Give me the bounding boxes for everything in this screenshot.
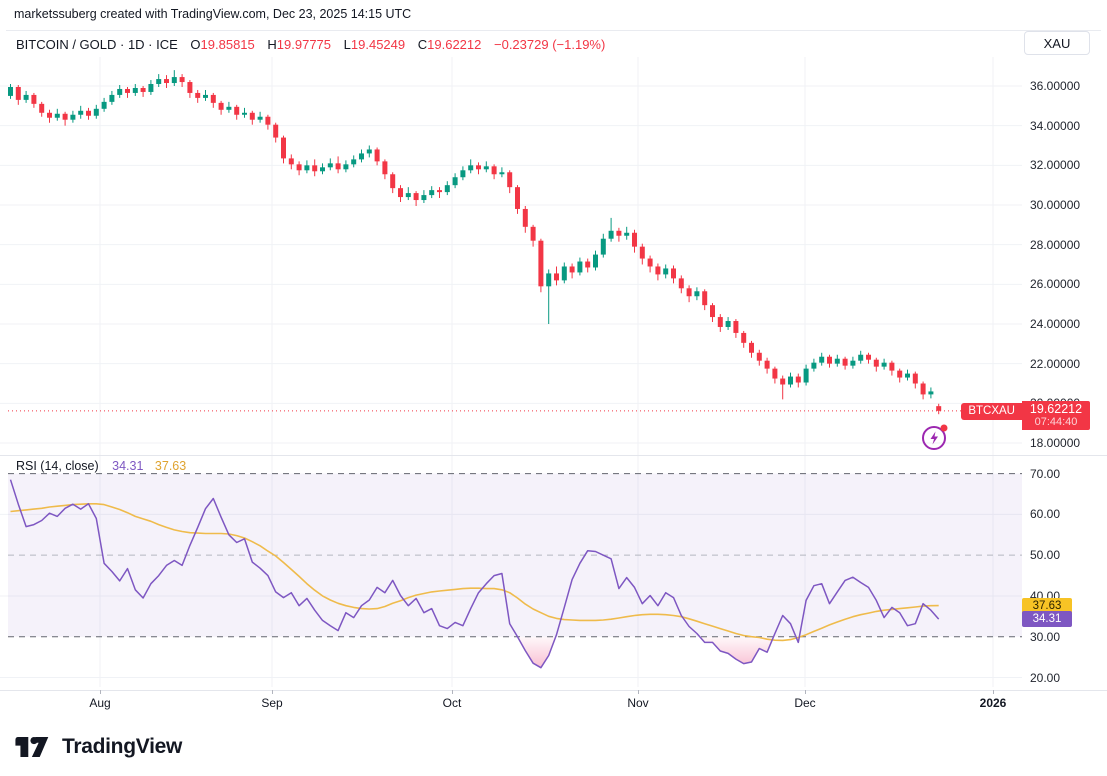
- time-label: Aug: [89, 696, 111, 710]
- rsi-line: [9, 479, 940, 669]
- attribution-text: marketssuberg created with TradingView.c…: [14, 7, 412, 21]
- time-label: Nov: [627, 696, 649, 710]
- price-tick: 22.00000: [1030, 356, 1081, 371]
- symbol-header[interactable]: BITCOIN / GOLD · 1D · ICE O19.85815 H19.…: [16, 37, 605, 52]
- price-axis-unit-badge[interactable]: XAU: [1024, 31, 1090, 55]
- rsi-title: RSI (14, close): [16, 459, 99, 473]
- time-axis-tick: [272, 690, 273, 694]
- notification-dot: [940, 424, 948, 432]
- price-tick: 28.00000: [1030, 237, 1081, 252]
- price-tick: 34.00000: [1030, 118, 1081, 133]
- time-axis-tick: [993, 690, 994, 694]
- last-price-value: 19.62212: [1029, 401, 1083, 416]
- time-axis-tick: [100, 690, 101, 694]
- rsi-current-value: 34.31: [112, 459, 144, 473]
- rsi-tick: 70.00: [1030, 466, 1061, 481]
- time-label: Sep: [261, 696, 283, 710]
- rsi-tick: 60.00: [1030, 507, 1061, 522]
- bar-countdown: 07:44:40: [1034, 415, 1078, 428]
- time-label: 2026: [979, 696, 1007, 710]
- flash-circle: [922, 426, 946, 450]
- lightning-bolt: [930, 431, 938, 445]
- rsi-tick: 50.00: [1030, 548, 1061, 563]
- ohlc-open: O19.85815: [190, 37, 255, 52]
- time-label: Oct: [442, 696, 462, 710]
- rsi-ma-axis-label: 37.63: [1022, 597, 1072, 614]
- price-tick: 36.00000: [1030, 79, 1081, 93]
- time-axis-tick: [638, 690, 639, 694]
- tradingview-logo-mark: [15, 737, 49, 757]
- symbol-title: BITCOIN / GOLD · 1D · ICE: [16, 37, 178, 52]
- price-tick: 24.00000: [1030, 316, 1081, 331]
- price-tick: 30.00000: [1030, 197, 1081, 212]
- brand-name: TradingView: [62, 735, 183, 758]
- header-divider: [6, 30, 1101, 31]
- rsi-tick: 30.00: [1030, 629, 1061, 644]
- rsi-indicator-header[interactable]: RSI (14, close) 34.31 37.63: [16, 459, 186, 473]
- rsi-axis-label: 34.31: [1022, 611, 1072, 628]
- time-axis-tick: [452, 690, 453, 694]
- price-tick: 26.00000: [1030, 277, 1081, 292]
- pane-separator[interactable]: [0, 455, 1107, 456]
- rsi-ma-line: [10, 502, 939, 642]
- ohlc-high: H19.97775: [267, 37, 332, 52]
- price-tick: 18.00000: [1030, 435, 1081, 450]
- tradingview-logo[interactable]: TradingView: [14, 732, 182, 762]
- time-axis-tick: [805, 690, 806, 694]
- time-label: Dec: [794, 696, 816, 710]
- rsi-ma-current-value: 37.63: [154, 459, 187, 473]
- ticker-price-flag: BTCXAU: [961, 402, 1022, 420]
- last-price-label: 19.62212 07:44:40: [1022, 400, 1090, 430]
- ohlc-low: L19.45249: [343, 37, 406, 52]
- time-axis-border: [0, 690, 1107, 691]
- ohlc-close: C19.62212: [417, 37, 482, 52]
- flash-events-icon[interactable]: [921, 423, 949, 451]
- candles: [8, 70, 942, 415]
- change-value: −0.23729 (−1.19%): [494, 37, 606, 52]
- rsi-tick: 20.00: [1030, 670, 1061, 685]
- price-tick: 32.00000: [1030, 158, 1081, 173]
